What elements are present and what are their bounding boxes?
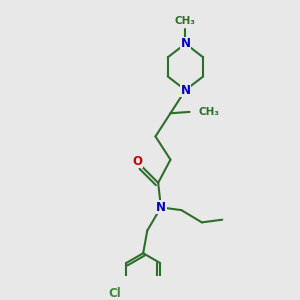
Text: N: N <box>156 201 166 214</box>
Text: CH₃: CH₃ <box>175 16 196 26</box>
Text: Cl: Cl <box>108 287 121 300</box>
Text: N: N <box>181 84 190 97</box>
Text: CH₃: CH₃ <box>198 107 219 117</box>
Text: N: N <box>181 37 190 50</box>
Text: O: O <box>133 154 143 167</box>
